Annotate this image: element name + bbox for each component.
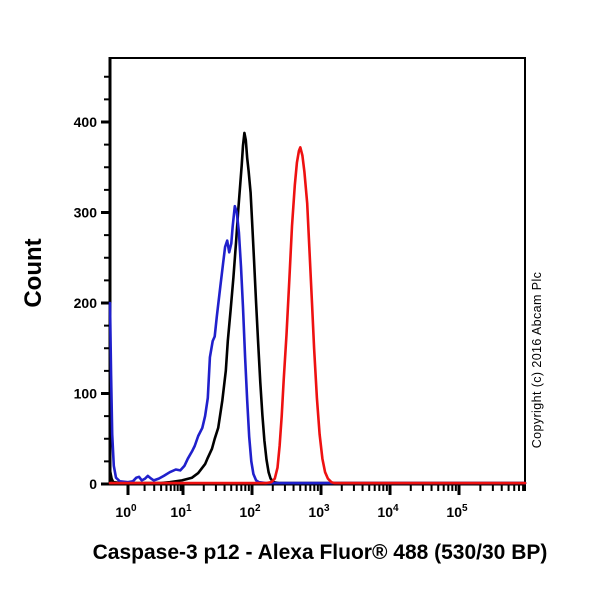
x-tick-label: 104: [377, 503, 399, 520]
y-tick-label: 0: [89, 476, 97, 492]
y-tick-label: 400: [74, 114, 98, 130]
x-tick-label: 103: [308, 503, 330, 520]
curve-caspase-3-p12-antibody-red: [108, 146, 527, 485]
x-axis-tick-labels: 100 101 102 103 104 105: [115, 503, 468, 520]
y-axis-ticks: [101, 75, 110, 486]
y-axis-tick-labels: 0 100 200 300 400: [74, 114, 98, 492]
x-tick-label: 105: [446, 503, 468, 520]
y-axis-title: Count: [20, 238, 47, 307]
y-tick-label: 200: [74, 295, 98, 311]
y-tick-label: 100: [74, 386, 98, 402]
curve-isotype-control-blue: [108, 204, 527, 485]
x-axis-ticks: [126, 485, 526, 495]
chart-title: Caspase-3 p12 - Alexa Fluor® 488 (530/30…: [93, 541, 548, 564]
curve-unlabelled-control-black: [108, 131, 527, 485]
x-tick-label: 101: [170, 503, 192, 520]
x-tick-label: 102: [239, 503, 261, 520]
x-tick-label: 100: [115, 503, 137, 520]
histogram-curves: [108, 131, 527, 485]
y-tick-label: 300: [74, 205, 98, 221]
copyright-label: Copyright (c) 2016 Abcam Plc: [530, 272, 544, 449]
